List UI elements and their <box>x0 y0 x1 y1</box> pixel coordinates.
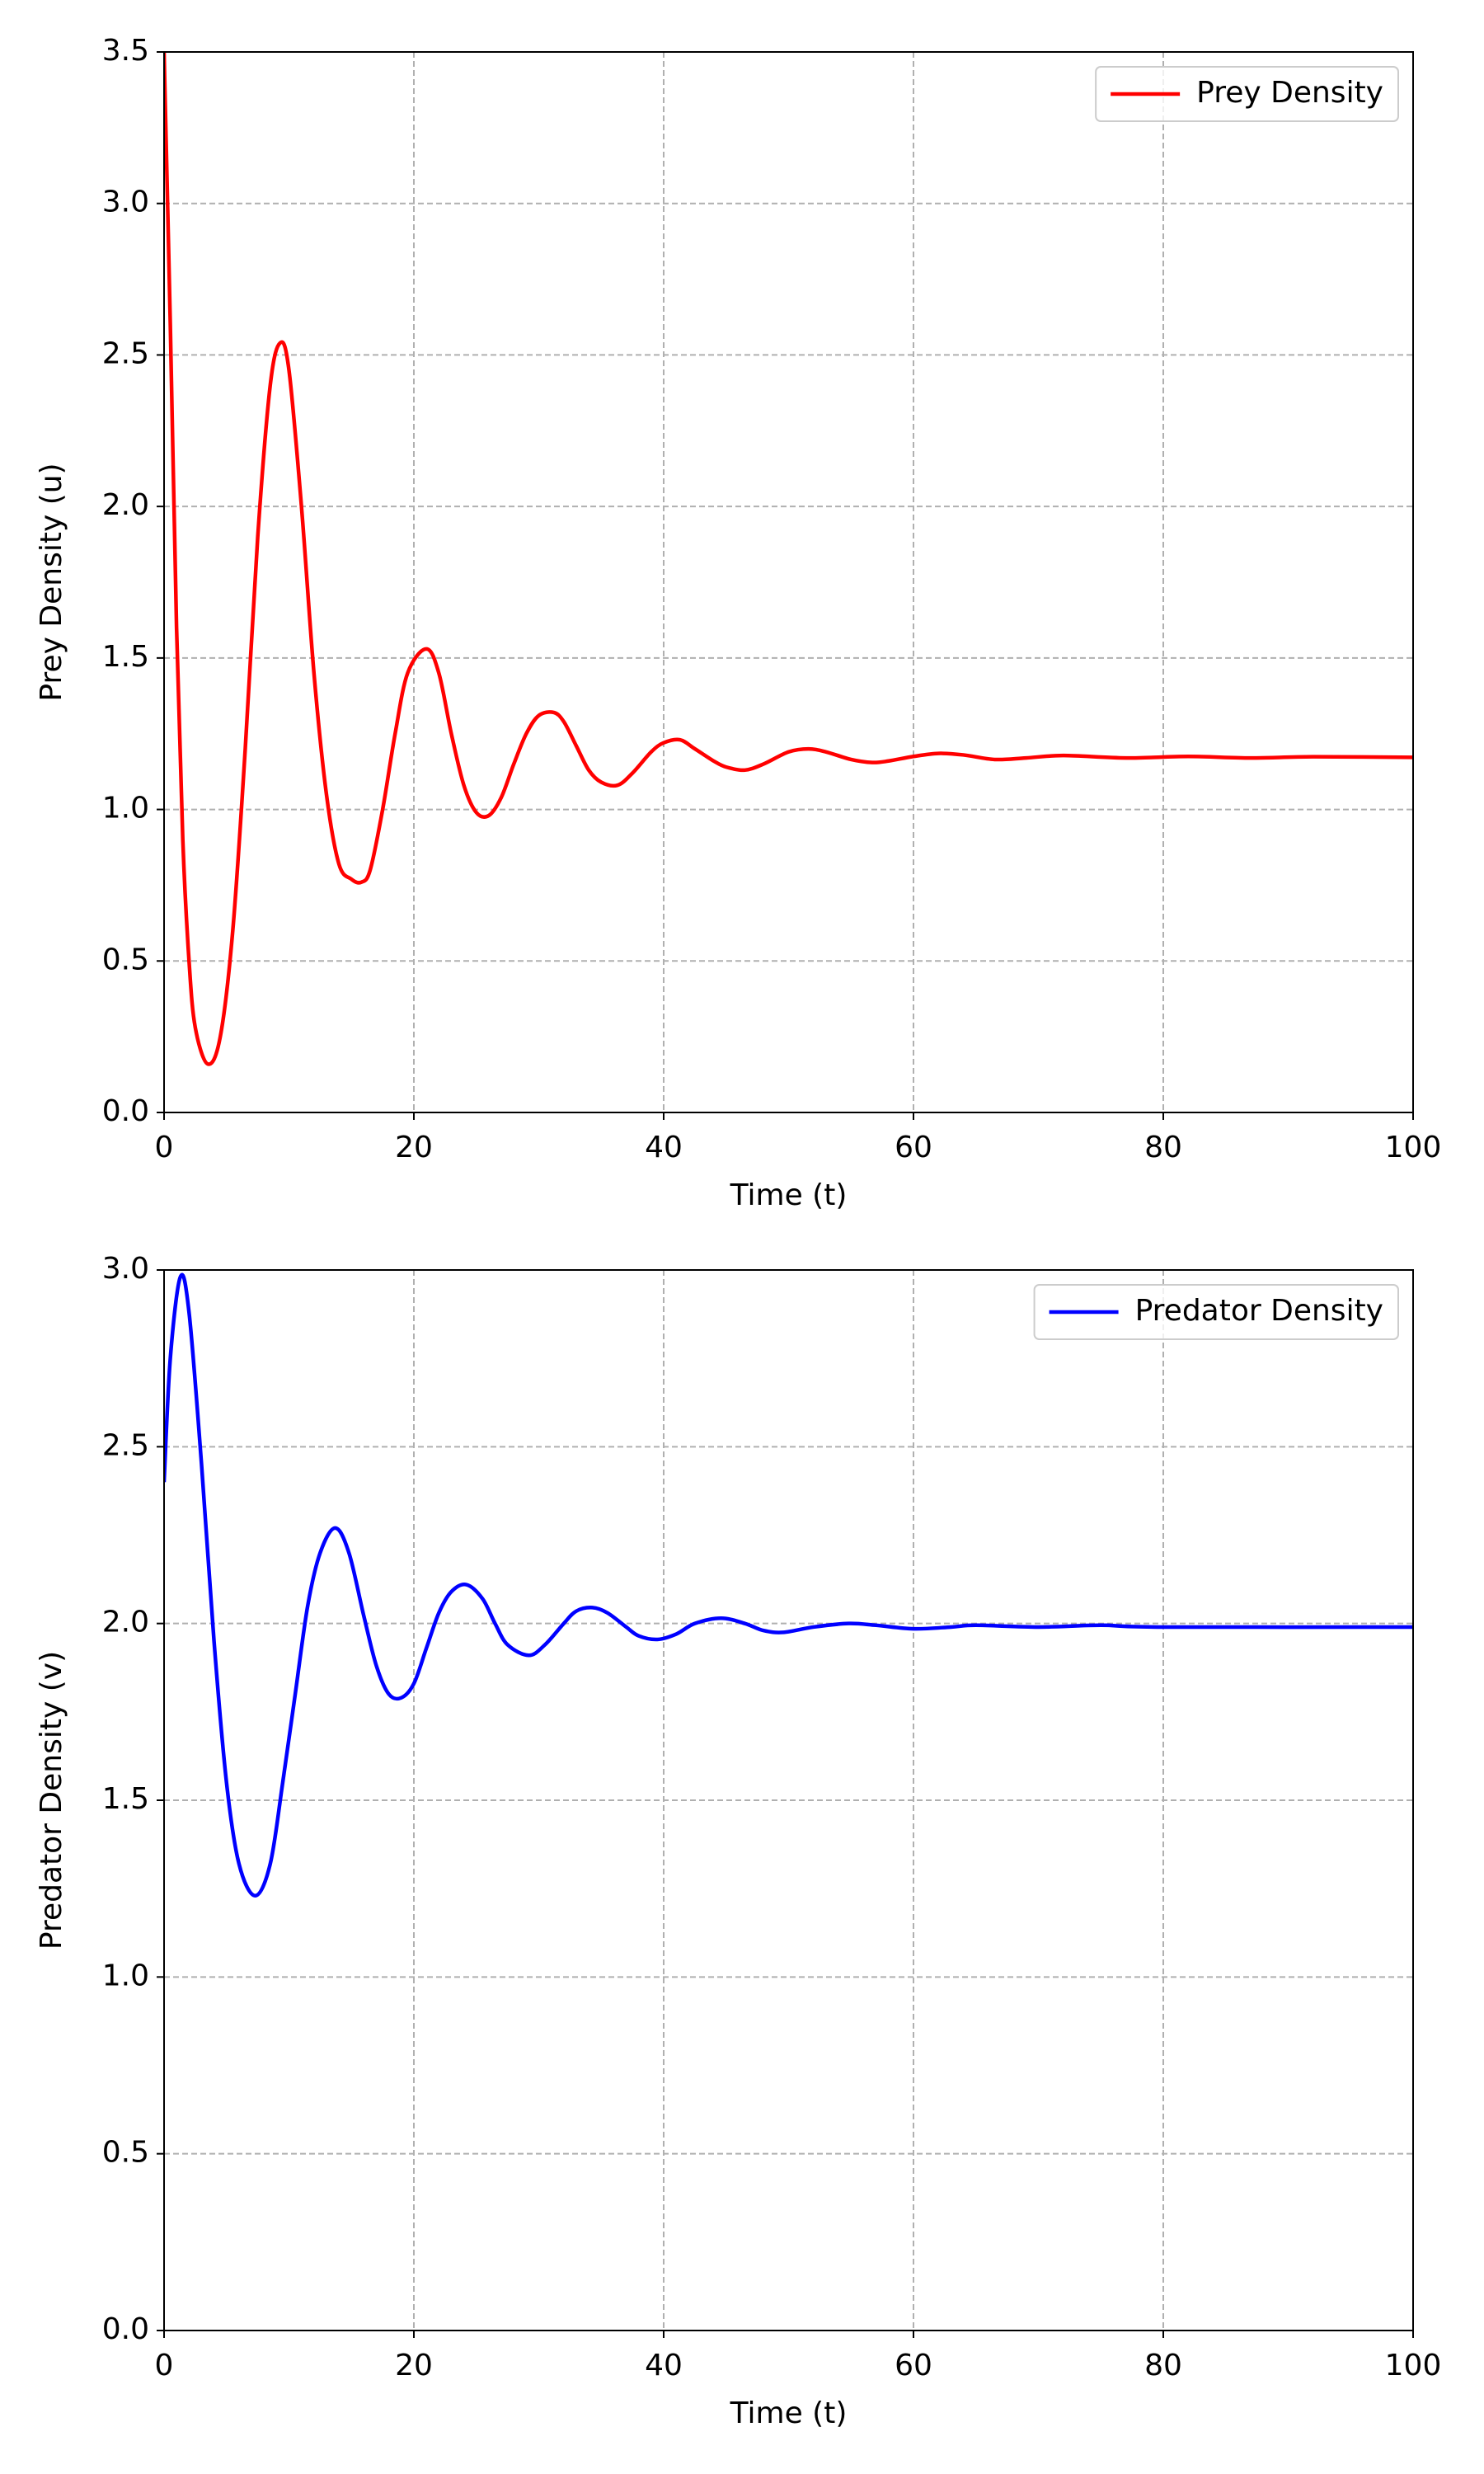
x-tick-label: 60 <box>895 1131 932 1164</box>
legend-label: Prey Density <box>1196 76 1383 110</box>
y-tick-label: 0.5 <box>102 2136 149 2170</box>
y-axis-label: Prey Density (u) <box>35 463 68 701</box>
x-axis-label: Time (t) <box>730 1178 848 1212</box>
axes-frame <box>163 51 1414 1113</box>
x-tick-label: 40 <box>645 1131 683 1164</box>
legend-box <box>1095 66 1399 122</box>
x-tick-label: 20 <box>395 2349 433 2382</box>
y-tick-label: 1.5 <box>102 1782 149 1816</box>
legend-label: Predator Density <box>1135 1294 1383 1328</box>
line-series <box>164 1272 1413 1898</box>
x-tick-label: 80 <box>1144 1131 1182 1164</box>
y-tick-label: 2.0 <box>102 1606 149 1639</box>
line-series <box>164 52 1413 1066</box>
y-tick-label: 3.5 <box>102 34 149 68</box>
y-axis-label: Predator Density (v) <box>35 1651 68 1950</box>
y-tick-label: 1.5 <box>102 640 149 674</box>
axes-frame <box>163 1269 1414 2331</box>
y-tick-label: 2.5 <box>102 1428 149 1462</box>
y-tick-label: 1.0 <box>102 792 149 825</box>
y-tick-label: 0.0 <box>102 1094 149 1128</box>
y-tick-label: 3.0 <box>102 186 149 219</box>
y-tick-label: 1.0 <box>102 1959 149 1992</box>
x-tick-label: 40 <box>645 2349 683 2382</box>
y-tick-label: 0.0 <box>102 2312 149 2346</box>
x-tick-label: 0 <box>155 1131 174 1164</box>
x-tick-label: 20 <box>395 1131 433 1164</box>
x-tick-label: 100 <box>1385 1131 1442 1164</box>
y-tick-label: 3.0 <box>102 1252 149 1286</box>
y-tick-label: 2.5 <box>102 336 149 370</box>
x-tick-label: 60 <box>895 2349 932 2382</box>
x-axis-label: Time (t) <box>730 2396 848 2430</box>
x-tick-label: 100 <box>1385 2349 1442 2382</box>
y-tick-label: 2.0 <box>102 488 149 522</box>
legend-box <box>1033 1284 1399 1340</box>
y-tick-label: 0.5 <box>102 943 149 976</box>
x-tick-label: 0 <box>155 2349 174 2382</box>
x-tick-label: 80 <box>1144 2349 1182 2382</box>
